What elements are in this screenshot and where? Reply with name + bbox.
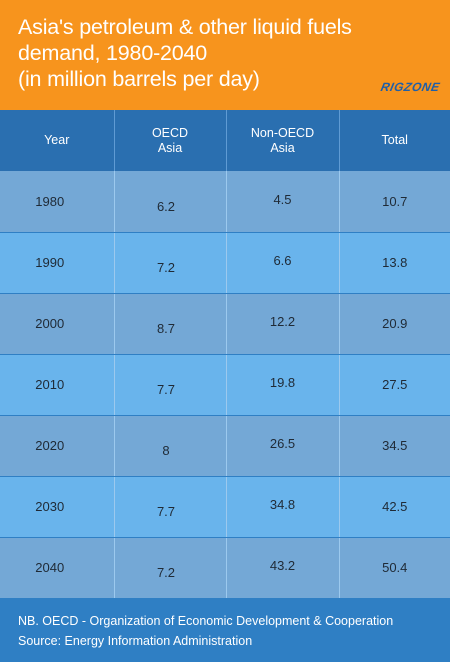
header-banner: Asia's petroleum & other liquid fuels de… xyxy=(0,0,450,110)
table-row: 1990 7.2 6.6 13.8 xyxy=(0,232,450,294)
cell-oecd-asia: 8.7 xyxy=(114,293,227,355)
data-table: Year OECD Asia Non-OECD Asia Total 1980 6.2… xyxy=(0,110,450,599)
column-header-oecd-asia: OECD Asia xyxy=(114,110,227,171)
table-row: 1980 6.2 4.5 10.7 xyxy=(0,171,450,233)
header-line: Asia xyxy=(270,140,295,155)
cell-total: 42.5 xyxy=(339,476,450,538)
cell-non-oecd-asia: 34.8 xyxy=(226,476,340,538)
footnote: NB. OECD - Organization of Economic Deve… xyxy=(18,614,394,628)
cell-oecd-asia: 7.7 xyxy=(114,354,227,416)
cell-oecd-asia: 6.2 xyxy=(114,171,227,233)
header-line: OECD xyxy=(151,125,189,140)
cell-total: 13.8 xyxy=(339,232,450,294)
footer: NB. OECD - Organization of Economic Deve… xyxy=(0,600,450,662)
cell-total: 20.9 xyxy=(339,293,450,355)
cell-total: 10.7 xyxy=(339,171,450,233)
table-row: 2020 8 26.5 34.5 xyxy=(0,415,450,477)
cell-total: 27.5 xyxy=(339,354,450,416)
chart-title: Asia's petroleum & other liquid fuels de… xyxy=(18,14,438,92)
cell-year: 1980 xyxy=(0,171,115,233)
column-header-non-oecd-asia: Non-OECD Asia xyxy=(226,110,340,171)
cell-year: 2000 xyxy=(0,293,115,355)
title-line: demand, 1980-2040 xyxy=(18,41,208,65)
table-header-row: Year OECD Asia Non-OECD Asia Total xyxy=(0,110,450,171)
column-header-year: Year xyxy=(0,110,115,171)
source-note: Source: Energy Information Administratio… xyxy=(18,634,253,648)
cell-non-oecd-asia: 6.6 xyxy=(226,232,340,294)
header-line: Non-OECD xyxy=(250,125,315,140)
cell-oecd-asia: 7.2 xyxy=(114,537,227,599)
title-line: Asia's petroleum & other liquid fuels xyxy=(18,15,352,39)
table-row: 2030 7.7 34.8 42.5 xyxy=(0,476,450,538)
table-row: 2000 8.7 12.2 20.9 xyxy=(0,293,450,355)
cell-non-oecd-asia: 43.2 xyxy=(226,537,340,599)
header-line: Asia xyxy=(157,140,183,155)
cell-year: 2040 xyxy=(0,537,115,599)
cell-oecd-asia: 8 xyxy=(114,415,227,477)
cell-oecd-asia: 7.7 xyxy=(114,476,227,538)
cell-non-oecd-asia: 4.5 xyxy=(226,171,340,233)
table-body: 1980 6.2 4.5 10.7 1990 7.2 6.6 13.8 2000 8.7 12.2 2… xyxy=(0,171,450,599)
cell-total: 34.5 xyxy=(339,415,450,477)
cell-non-oecd-asia: 26.5 xyxy=(226,415,340,477)
table-row: 2040 7.2 43.2 50.4 xyxy=(0,537,450,599)
cell-year: 1990 xyxy=(0,232,115,294)
table-row: 2010 7.7 19.8 27.5 xyxy=(0,354,450,416)
title-line: (in million barrels per day) xyxy=(18,67,260,91)
column-header-total: Total xyxy=(381,133,408,147)
cell-oecd-asia: 7.2 xyxy=(114,232,227,294)
cell-year: 2010 xyxy=(0,354,115,416)
cell-year: 2030 xyxy=(0,476,115,538)
rigzone-logo: RIGZONE xyxy=(379,80,442,94)
cell-non-oecd-asia: 12.2 xyxy=(226,293,340,355)
cell-total: 50.4 xyxy=(339,537,450,599)
cell-year: 2020 xyxy=(0,415,115,477)
cell-non-oecd-asia: 19.8 xyxy=(226,354,340,416)
